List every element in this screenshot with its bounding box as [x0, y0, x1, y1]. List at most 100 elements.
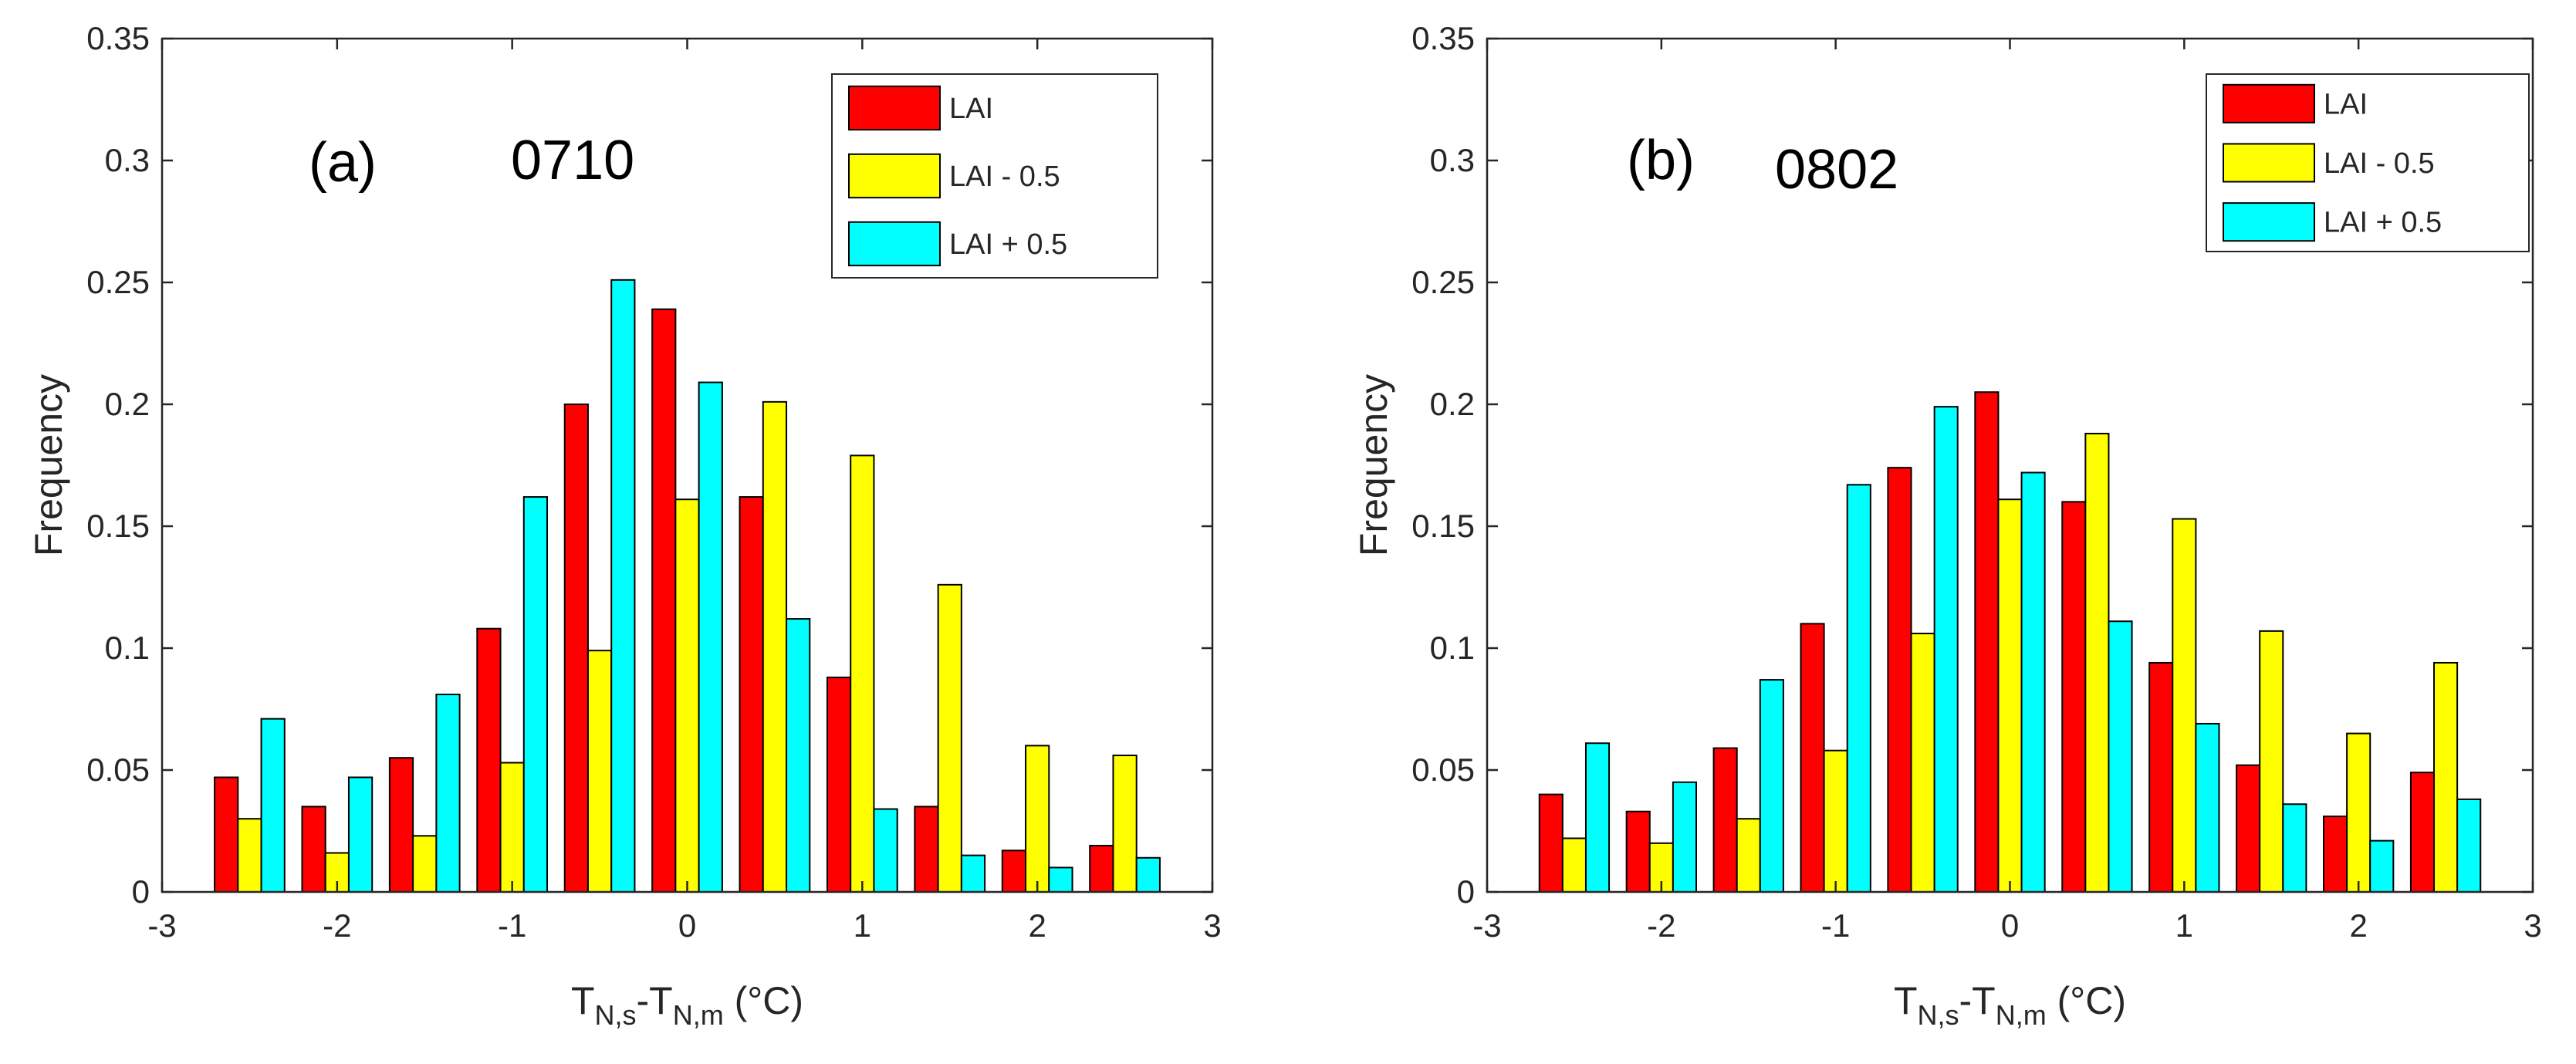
bar: [739, 496, 764, 893]
x-axis-label-part: N,s: [1918, 999, 1959, 1031]
x-tick-label: 2: [2349, 907, 2367, 944]
bar: [347, 776, 374, 893]
bar: [2236, 764, 2261, 893]
bar: [2409, 772, 2436, 893]
bar: [301, 806, 326, 893]
bar: [937, 583, 962, 893]
series-0: [214, 308, 1114, 893]
legend-swatch: [2223, 143, 2315, 183]
y-tick-label: 0.1: [1430, 630, 1475, 666]
x-tick-label: -1: [1821, 907, 1850, 944]
bar: [1584, 742, 1611, 893]
y-tick-label: 0: [132, 873, 150, 910]
bar: [698, 381, 723, 893]
bar: [610, 279, 636, 893]
bar: [587, 650, 613, 893]
x-axis-label-part: (°C): [2047, 979, 2126, 1022]
legend-label: LAI + 0.5: [949, 228, 1067, 261]
x-tick-label: -3: [1472, 907, 1501, 944]
legend-label: LAI: [2324, 88, 2368, 120]
legend-swatch: [2223, 202, 2315, 242]
y-tick-label: 0.35: [86, 20, 150, 56]
y-tick-label: 0.3: [1430, 142, 1475, 178]
bar: [873, 808, 898, 893]
bar: [563, 404, 589, 893]
legend-swatch: [848, 221, 941, 267]
series-2: [260, 279, 1161, 893]
bar: [412, 835, 438, 893]
y-tick-label: 0.25: [86, 264, 150, 300]
date-label: 0710: [511, 130, 634, 191]
bar: [2195, 722, 2220, 893]
bar: [2108, 620, 2133, 893]
bar: [826, 676, 852, 893]
x-tick-label: -3: [147, 907, 176, 944]
bar: [1048, 866, 1073, 893]
bar: [2084, 432, 2110, 893]
bar: [214, 776, 239, 893]
date-label: 0802: [1775, 139, 1898, 201]
bar: [1001, 850, 1027, 893]
bar: [1625, 810, 1651, 893]
bar: [499, 762, 525, 893]
bar: [388, 757, 414, 893]
y-tick-label: 0.15: [86, 508, 150, 544]
bar: [786, 618, 811, 893]
y-tick-label: 0.15: [1411, 508, 1475, 544]
y-tick-label: 0.1: [105, 630, 150, 666]
legend-swatch: [848, 153, 941, 199]
legend-label: LAI - 0.5: [949, 160, 1060, 193]
x-tick-label: -2: [323, 907, 351, 944]
legend-label: LAI - 0.5: [2324, 147, 2435, 180]
y-tick-label: 0.35: [1411, 20, 1475, 56]
x-tick-label: 0: [2001, 907, 2019, 944]
bar: [237, 818, 262, 893]
bar: [960, 854, 986, 893]
bar: [1910, 633, 1935, 893]
bar: [1561, 837, 1587, 893]
legend-swatch: [2223, 83, 2315, 123]
bar: [850, 454, 875, 893]
bar: [2433, 661, 2459, 893]
bar: [1997, 498, 2023, 893]
panel-label: (b): [1627, 130, 1695, 191]
bar: [651, 308, 677, 893]
bar: [2148, 661, 2174, 893]
x-tick-label: 3: [2524, 907, 2541, 944]
x-axis-label: TN,s-TN,m (°C): [571, 979, 803, 1031]
y-axis-label: Frequency: [27, 374, 70, 556]
bar: [260, 718, 286, 893]
bar: [2282, 803, 2307, 893]
bar: [1538, 793, 1564, 893]
bar: [1112, 755, 1138, 893]
bar: [1974, 391, 2000, 893]
bar: [1736, 818, 1761, 893]
bar: [674, 498, 700, 893]
bar: [2172, 518, 2197, 893]
x-tick-label: 1: [2175, 907, 2193, 944]
y-tick-label: 0.3: [105, 142, 150, 178]
x-tick-label: -1: [498, 907, 526, 944]
bar: [2323, 816, 2348, 893]
x-axis-label-part: (°C): [724, 979, 803, 1022]
bar: [1933, 406, 1959, 893]
bar: [1759, 679, 1784, 893]
panel-label: (a): [309, 132, 377, 194]
x-axis-label-part: -T: [1959, 979, 1996, 1022]
bar: [1800, 623, 1825, 893]
y-tick-label: 0.25: [1411, 264, 1475, 300]
bar: [2369, 839, 2395, 893]
x-tick-label: 3: [1203, 907, 1221, 944]
legend: LAI LAI - 0.5 LAI + 0.5: [831, 73, 1158, 279]
bar: [1135, 856, 1161, 893]
legend: LAI LAI - 0.5 LAI + 0.5: [2206, 73, 2530, 252]
bar: [1089, 844, 1114, 893]
legend-label: LAI + 0.5: [2324, 207, 2442, 239]
x-axis-label-part: T: [571, 979, 595, 1022]
chart-panel-b: 0 0.05 0.1 0.15 0.2 0.25 0.3 0.35 -3 -2 -1 0 1 2 3 Freq…: [1352, 20, 2542, 1031]
x-axis-label-part: N,m: [1996, 999, 2047, 1031]
bar: [762, 400, 788, 893]
bar: [2346, 732, 2371, 893]
bar: [1846, 484, 1871, 893]
legend-label: LAI: [949, 93, 993, 125]
